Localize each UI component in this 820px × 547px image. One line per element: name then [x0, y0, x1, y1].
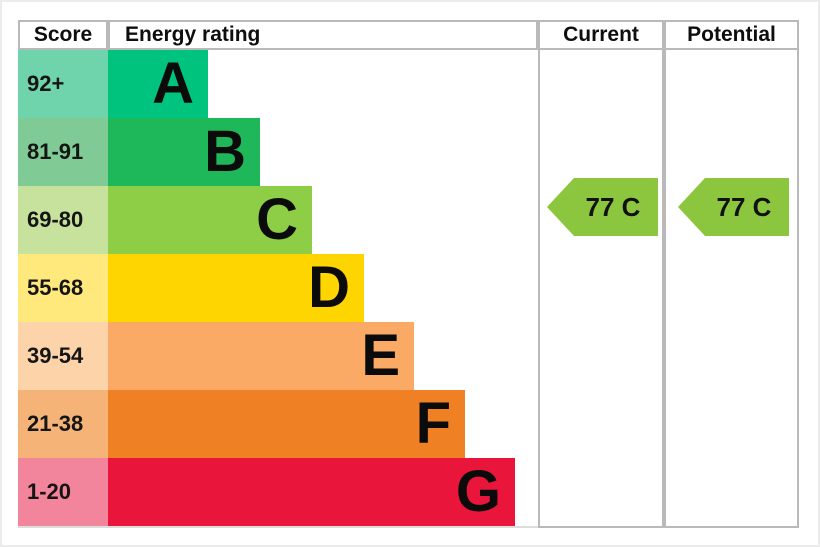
band-letter: A [152, 51, 194, 116]
score-range-label: 55-68 [18, 254, 108, 322]
band-letter: C [256, 187, 298, 252]
band-letter: E [361, 323, 400, 388]
energy-band-bar: B [108, 118, 260, 186]
score-column-header: Score [18, 20, 108, 50]
current-column-header: Current [538, 20, 664, 50]
energy-band-bar: F [108, 390, 465, 458]
energy-bands: 92+ A 81-91 B 69-80 C 55-68 D 39-54 E 21… [18, 50, 538, 526]
band-row-f: 21-38 F [18, 390, 538, 458]
band-letter: D [308, 255, 350, 320]
energy-band-bar: C [108, 186, 312, 254]
potential-rating-value: 77 C [716, 191, 772, 222]
band-row-g: 1-20 G [18, 458, 538, 526]
band-letter: B [204, 119, 246, 184]
band-row-a: 92+ A [18, 50, 538, 118]
energy-band-bar: E [108, 322, 414, 390]
table-bottom-border [18, 526, 538, 528]
band-letter: G [455, 459, 501, 524]
energy-rating-column-header: Energy rating [108, 20, 538, 50]
band-row-e: 39-54 E [18, 322, 538, 390]
band-row-b: 81-91 B [18, 118, 538, 186]
current-rating-value: 77 C [585, 191, 641, 222]
energy-band-bar: A [108, 50, 208, 118]
band-letter: F [415, 391, 451, 456]
left-arrow-shape [678, 178, 789, 236]
band-row-d: 55-68 D [18, 254, 538, 322]
score-range-label: 81-91 [18, 118, 108, 186]
energy-band-bar: D [108, 254, 364, 322]
band-row-c: 69-80 C [18, 186, 538, 254]
score-range-label: 69-80 [18, 186, 108, 254]
score-range-label: 21-38 [18, 390, 108, 458]
current-rating-arrow: 77 C [547, 178, 659, 236]
left-arrow-shape [547, 178, 658, 236]
energy-band-bar: G [108, 458, 515, 526]
score-range-label: 39-54 [18, 322, 108, 390]
potential-rating-arrow: 77 C [678, 178, 790, 236]
potential-column: 77 C [664, 50, 799, 528]
score-range-label: 1-20 [18, 458, 108, 526]
potential-column-header: Potential [664, 20, 799, 50]
current-column: 77 C [538, 50, 664, 528]
score-range-label: 92+ [18, 50, 108, 118]
